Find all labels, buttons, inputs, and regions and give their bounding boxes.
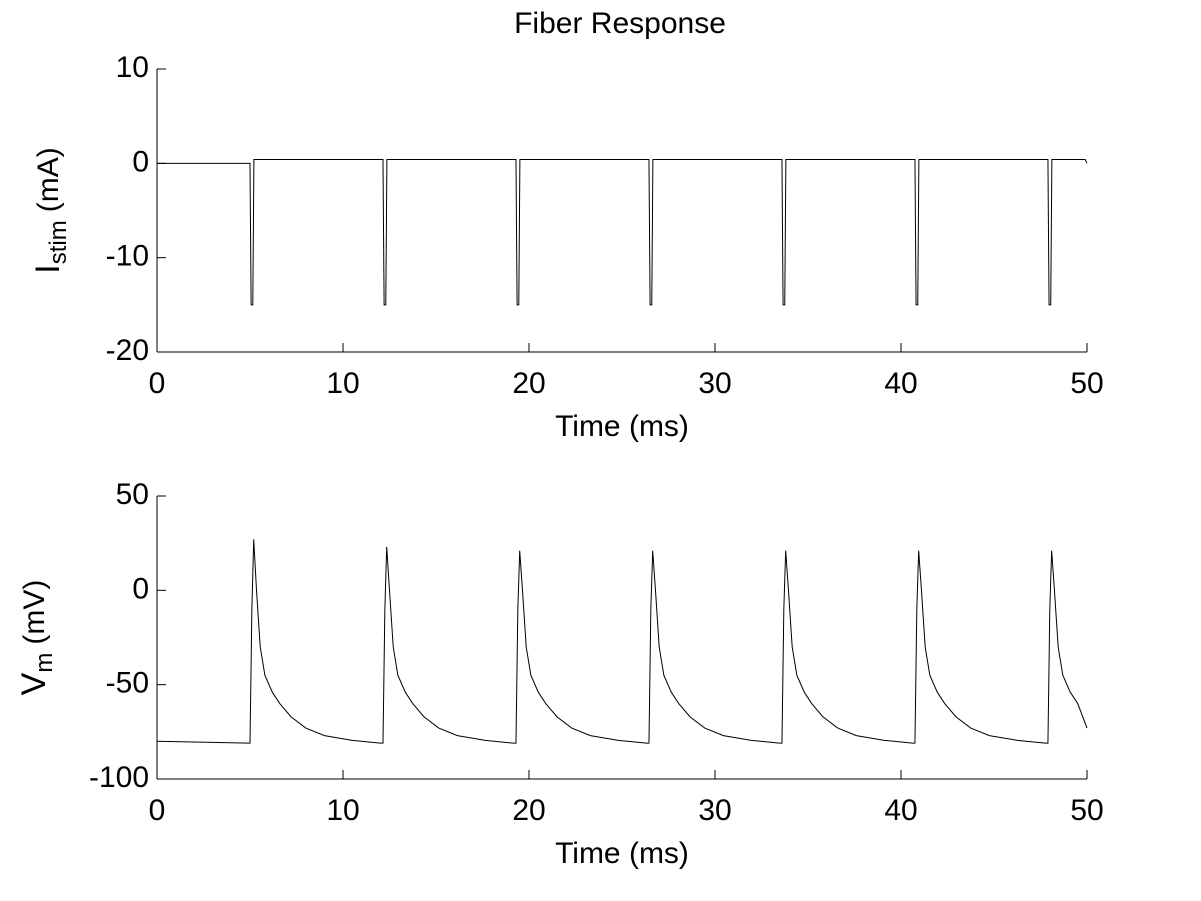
x-tick-label: 50 bbox=[1070, 367, 1103, 400]
y-tick-label: -100 bbox=[89, 761, 149, 794]
x-tick-label: 0 bbox=[149, 794, 166, 827]
y-tick-label: -10 bbox=[106, 240, 149, 273]
chart-title: Fiber Response bbox=[514, 7, 726, 40]
x-tick-label: 0 bbox=[149, 367, 166, 400]
y-label-unit: (mV) bbox=[18, 580, 51, 645]
y-tick-label: -50 bbox=[106, 667, 149, 700]
y-tick-label: 50 bbox=[116, 478, 149, 511]
y-tick-label: -20 bbox=[106, 334, 149, 367]
x-tick-label: 20 bbox=[512, 794, 545, 827]
x-tick-label: 40 bbox=[884, 794, 917, 827]
x-tick-label: 30 bbox=[698, 367, 731, 400]
y-axis-label: Istim (mA) bbox=[29, 147, 72, 273]
y-tick-label: 10 bbox=[116, 51, 149, 84]
y-label-main: V bbox=[15, 672, 53, 695]
x-axis-label: Time (ms) bbox=[555, 837, 689, 870]
y-label-unit: (mA) bbox=[32, 147, 65, 212]
y-tick-label: 0 bbox=[132, 145, 149, 178]
x-tick-label: 10 bbox=[326, 794, 359, 827]
x-tick-label: 30 bbox=[698, 794, 731, 827]
y-label-sub: m bbox=[31, 653, 58, 673]
data-line bbox=[156, 539, 1088, 744]
y-axis-label: Vm (mV) bbox=[15, 580, 58, 696]
data-line bbox=[157, 159, 1088, 306]
x-tick-label: 10 bbox=[326, 367, 359, 400]
x-tick-label: 40 bbox=[884, 367, 917, 400]
y-label-main: I bbox=[29, 264, 67, 273]
y-label-sub: stim bbox=[45, 220, 72, 264]
x-tick-label: 50 bbox=[1070, 794, 1103, 827]
x-axis-label: Time (ms) bbox=[555, 410, 689, 443]
x-tick-label: 20 bbox=[512, 367, 545, 400]
y-tick-label: 0 bbox=[132, 572, 149, 605]
